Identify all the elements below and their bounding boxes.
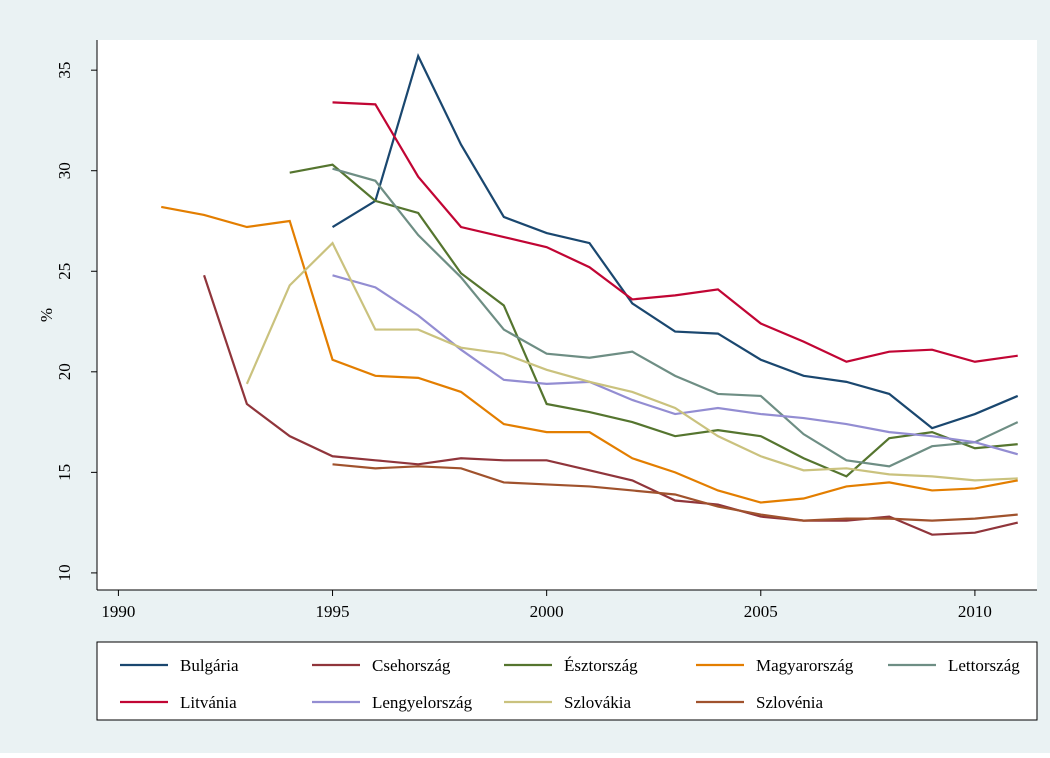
plot-area — [97, 40, 1037, 590]
legend-label: Szlovákia — [564, 693, 631, 712]
y-tick-label: 15 — [55, 464, 74, 481]
series-line — [161, 205, 1018, 504]
y-tick-label: 30 — [55, 162, 74, 179]
series-line — [332, 463, 1018, 522]
legend-label: Észtország — [564, 656, 638, 675]
x-tick-label: 2000 — [530, 602, 564, 621]
series-line — [332, 167, 1019, 468]
legend-label: Lettország — [948, 656, 1020, 675]
x-tick-label: 1990 — [101, 602, 135, 621]
series-line — [203, 274, 1018, 536]
y-tick-label: 10 — [55, 564, 74, 581]
y-tick-label: 20 — [55, 363, 74, 380]
legend-label: Magyarország — [756, 656, 854, 675]
x-tick-label: 1995 — [316, 602, 350, 621]
legend — [96, 641, 1038, 721]
y-tick-label: 35 — [55, 62, 74, 79]
y-tick-label: 25 — [55, 263, 74, 280]
legend-label: Bulgária — [180, 656, 239, 675]
legend-label: Litvánia — [180, 693, 237, 712]
legend-label: Lengyelország — [372, 693, 473, 712]
series-line — [289, 163, 1018, 478]
x-tick-label: 2010 — [958, 602, 992, 621]
x-tick-label: 2005 — [744, 602, 778, 621]
series-line — [332, 101, 1018, 363]
series-line — [331, 53, 1019, 430]
series-line — [245, 241, 1018, 482]
y-axis-label: % — [37, 308, 56, 322]
legend-label: Szlovénia — [756, 693, 823, 712]
series-line — [332, 274, 1019, 456]
legend-label: Csehország — [372, 656, 451, 675]
